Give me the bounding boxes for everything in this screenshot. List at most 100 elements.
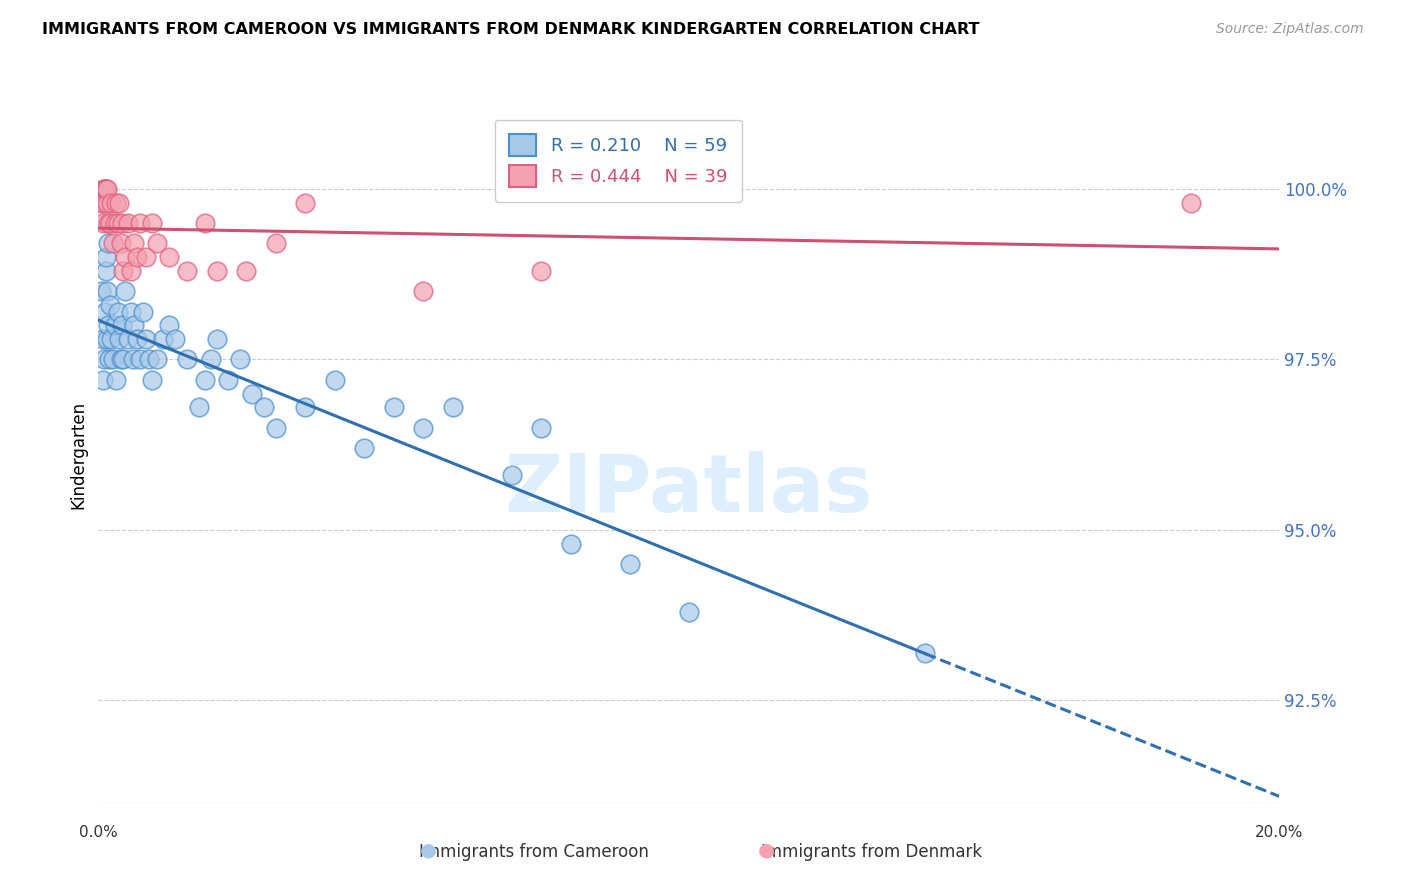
Point: [125, 332, 148, 346]
Point: [91, 332, 114, 346]
Point: [97, 318, 120, 333]
Point: [100, 195, 122, 210]
Y-axis label: Kindergarten: Kindergarten: [69, 401, 87, 509]
Point: [205, 332, 228, 346]
Point: [112, 352, 135, 367]
Point: [98, 352, 121, 367]
Point: [91, 373, 114, 387]
Point: [176, 352, 198, 367]
Point: [122, 236, 145, 251]
Point: [97, 236, 120, 251]
Point: [194, 216, 217, 230]
Point: [914, 646, 936, 660]
Point: [111, 216, 134, 230]
Point: [146, 352, 169, 367]
Point: [97, 216, 120, 230]
Point: [1180, 195, 1202, 210]
Point: [117, 332, 139, 346]
Point: [157, 250, 180, 264]
Point: [132, 304, 155, 318]
Point: [135, 332, 157, 346]
Point: [107, 216, 129, 230]
Point: [94, 304, 117, 318]
Point: [107, 304, 129, 318]
Point: [94, 182, 117, 196]
Point: [353, 441, 375, 455]
Point: [117, 216, 139, 230]
Point: [105, 373, 128, 387]
Point: [253, 400, 276, 414]
Point: [108, 195, 131, 210]
Point: [110, 352, 132, 367]
Point: [112, 264, 135, 278]
Point: [96, 284, 118, 298]
Point: [501, 468, 523, 483]
Point: [96, 182, 118, 196]
Point: [93, 195, 115, 210]
Text: Source: ZipAtlas.com: Source: ZipAtlas.com: [1216, 22, 1364, 37]
Point: [412, 420, 434, 434]
Point: [108, 332, 131, 346]
Point: [120, 304, 142, 318]
Point: [121, 352, 143, 367]
Point: [94, 264, 117, 278]
Point: [530, 264, 553, 278]
Point: [323, 373, 346, 387]
Point: [530, 420, 553, 434]
Text: 0.0%: 0.0%: [79, 825, 118, 840]
Point: [122, 318, 145, 333]
Point: [110, 236, 132, 251]
Point: [264, 236, 287, 251]
Point: [94, 182, 117, 196]
Point: [114, 284, 136, 298]
Point: [100, 332, 122, 346]
Point: [141, 216, 163, 230]
Text: IMMIGRANTS FROM CAMEROON VS IMMIGRANTS FROM DENMARK KINDERGARTEN CORRELATION CHA: IMMIGRANTS FROM CAMEROON VS IMMIGRANTS F…: [42, 22, 980, 37]
Point: [114, 250, 136, 264]
Point: [205, 264, 228, 278]
Point: [128, 352, 150, 367]
Point: [560, 536, 582, 550]
Point: [104, 318, 127, 333]
Point: [125, 250, 148, 264]
Point: [678, 605, 700, 619]
Point: [90, 284, 112, 298]
Point: [200, 352, 222, 367]
Point: [96, 195, 118, 210]
Point: [187, 400, 209, 414]
Point: [152, 332, 174, 346]
Point: [235, 264, 257, 278]
Text: ●: ●: [758, 840, 775, 859]
Point: [619, 557, 641, 571]
Point: [91, 216, 114, 230]
Point: [412, 284, 434, 298]
Point: [98, 298, 121, 312]
Point: [441, 400, 464, 414]
Point: [165, 332, 187, 346]
Point: [96, 332, 118, 346]
Text: 20.0%: 20.0%: [1256, 825, 1303, 840]
Point: [103, 236, 125, 251]
Point: [229, 352, 252, 367]
Point: [103, 352, 125, 367]
Point: [94, 250, 117, 264]
Point: [98, 216, 121, 230]
Point: [176, 264, 198, 278]
Point: [93, 352, 115, 367]
Point: [240, 386, 263, 401]
Point: [135, 250, 157, 264]
Point: [91, 182, 114, 196]
Point: [217, 373, 239, 387]
Point: [128, 216, 150, 230]
Point: [90, 195, 112, 210]
Text: ●: ●: [420, 840, 437, 859]
Point: [157, 318, 180, 333]
Point: [194, 373, 217, 387]
Text: Immigrants from Cameroon: Immigrants from Cameroon: [419, 843, 650, 861]
Text: ZIPatlas: ZIPatlas: [505, 450, 873, 529]
Point: [146, 236, 169, 251]
Point: [294, 195, 316, 210]
Point: [294, 400, 316, 414]
Point: [105, 195, 128, 210]
Point: [93, 182, 115, 196]
